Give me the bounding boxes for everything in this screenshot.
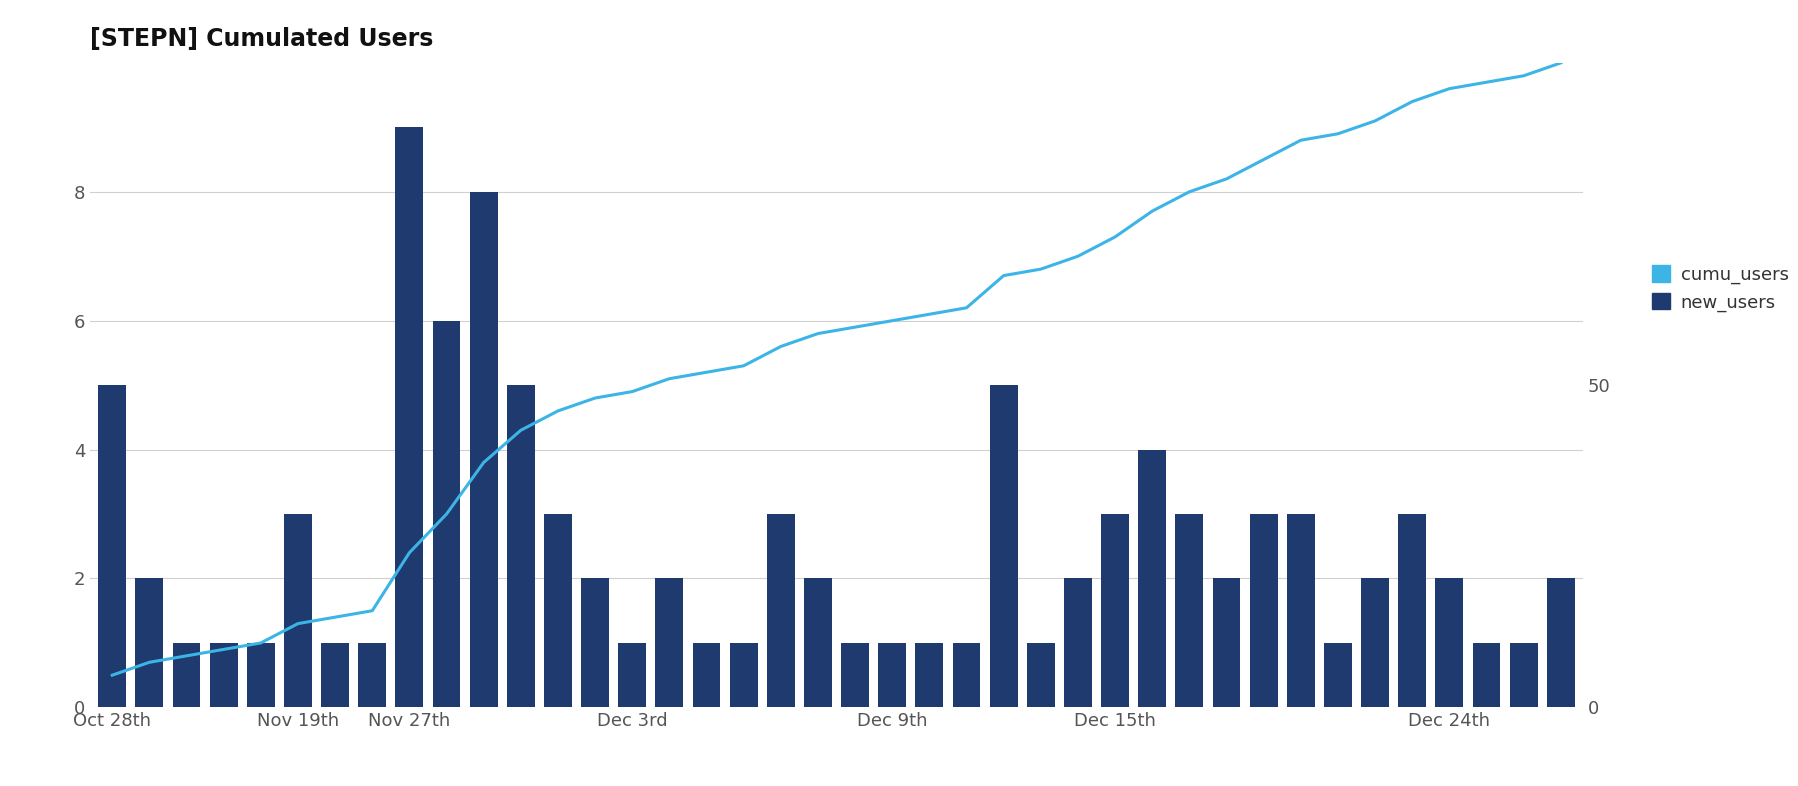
- Bar: [1546, 578, 1573, 707]
- Bar: [989, 385, 1018, 707]
- Bar: [1473, 643, 1500, 707]
- Bar: [581, 578, 610, 707]
- Bar: [358, 643, 387, 707]
- Bar: [1435, 578, 1462, 707]
- Text: [STEPN] Cumulated Users: [STEPN] Cumulated Users: [90, 28, 433, 51]
- Bar: [1063, 578, 1091, 707]
- Bar: [1100, 514, 1129, 707]
- Bar: [1212, 578, 1241, 707]
- Bar: [469, 192, 498, 707]
- Bar: [1027, 643, 1054, 707]
- Bar: [766, 514, 795, 707]
- Bar: [99, 385, 126, 707]
- Bar: [1286, 514, 1314, 707]
- Bar: [654, 578, 683, 707]
- Bar: [953, 643, 980, 707]
- Bar: [246, 643, 275, 707]
- Bar: [1250, 514, 1277, 707]
- Bar: [396, 127, 423, 707]
- Bar: [432, 321, 460, 707]
- Bar: [692, 643, 719, 707]
- Bar: [1509, 643, 1537, 707]
- Bar: [135, 578, 164, 707]
- Bar: [804, 578, 831, 707]
- Bar: [877, 643, 906, 707]
- Bar: [284, 514, 311, 707]
- Bar: [730, 643, 757, 707]
- Bar: [619, 643, 645, 707]
- Bar: [507, 385, 534, 707]
- Bar: [1323, 643, 1350, 707]
- Bar: [210, 643, 237, 707]
- Legend: cumu_users, new_users: cumu_users, new_users: [1651, 266, 1787, 311]
- Bar: [1174, 514, 1203, 707]
- Bar: [322, 643, 349, 707]
- Bar: [841, 643, 868, 707]
- Bar: [1397, 514, 1426, 707]
- Bar: [915, 643, 942, 707]
- Bar: [1138, 450, 1165, 707]
- Bar: [1361, 578, 1388, 707]
- Bar: [173, 643, 200, 707]
- Bar: [543, 514, 572, 707]
